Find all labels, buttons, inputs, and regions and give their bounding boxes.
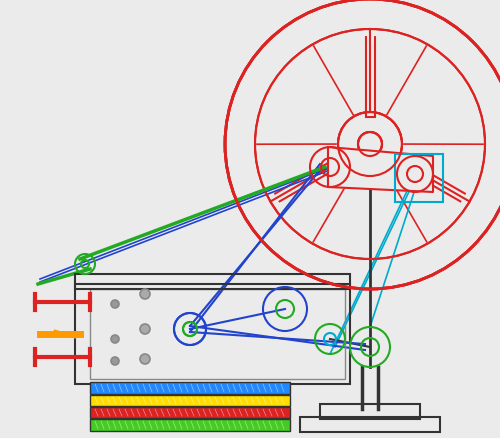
Circle shape [140,324,150,334]
Bar [75,284,350,384]
Circle shape [111,357,119,365]
Bar [90,407,290,418]
Bar [90,290,345,379]
Bar [90,419,290,431]
Bar [75,274,350,290]
Circle shape [140,354,150,364]
Circle shape [111,335,119,343]
Bar [300,417,440,432]
Circle shape [140,290,150,299]
Bar [90,382,290,394]
Bar [320,404,420,419]
Bar [90,395,290,406]
Polygon shape [328,148,433,193]
Circle shape [111,300,119,308]
